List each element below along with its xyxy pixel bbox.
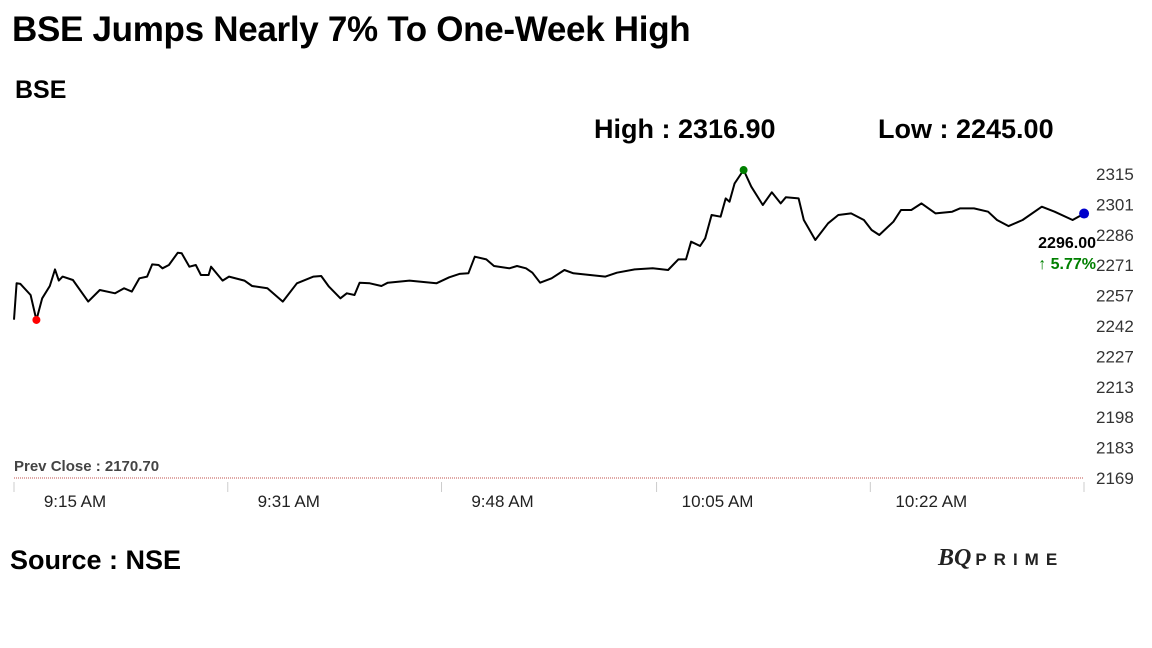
x-tick-label: 9:48 AM [471,492,533,511]
x-tick-label: 9:15 AM [44,492,106,511]
y-tick-label: 2169 [1096,469,1134,488]
x-tick-label: 10:22 AM [895,492,967,511]
y-tick-label: 2227 [1096,347,1134,366]
low-value: Low : 2245.00 [878,114,1054,144]
last-price-marker [1079,208,1090,219]
chart-subtitle: BSE [15,76,67,104]
high-value: High : 2316.90 [594,114,776,144]
bq-prime-logo: BQ PRIME [938,545,1065,571]
y-tick-label: 2183 [1096,439,1134,458]
low-marker [32,315,41,324]
change-percent-label: ↑ 5.77% [1038,256,1096,273]
y-tick-label: 2257 [1096,287,1134,306]
prev-close-label: Prev Close : 2170.70 [14,458,159,475]
y-tick-label: 2271 [1096,256,1134,275]
y-tick-label: 2213 [1096,378,1134,397]
y-tick-label: 2242 [1096,317,1134,336]
price-line [13,169,1085,321]
last-price-label: 2296.00 [1038,235,1096,252]
x-tick-label: 10:05 AM [682,492,754,511]
y-tick-label: 2315 [1096,165,1134,184]
y-tick-label: 2198 [1096,408,1134,427]
y-tick-label: 2286 [1096,226,1134,245]
x-tick-label: 9:31 AM [258,492,320,511]
chart-headline: BSE Jumps Nearly 7% To One-Week High [12,10,691,49]
source-note: Source : NSE [10,545,182,575]
high-marker [739,166,748,175]
y-tick-label: 2301 [1096,195,1134,214]
